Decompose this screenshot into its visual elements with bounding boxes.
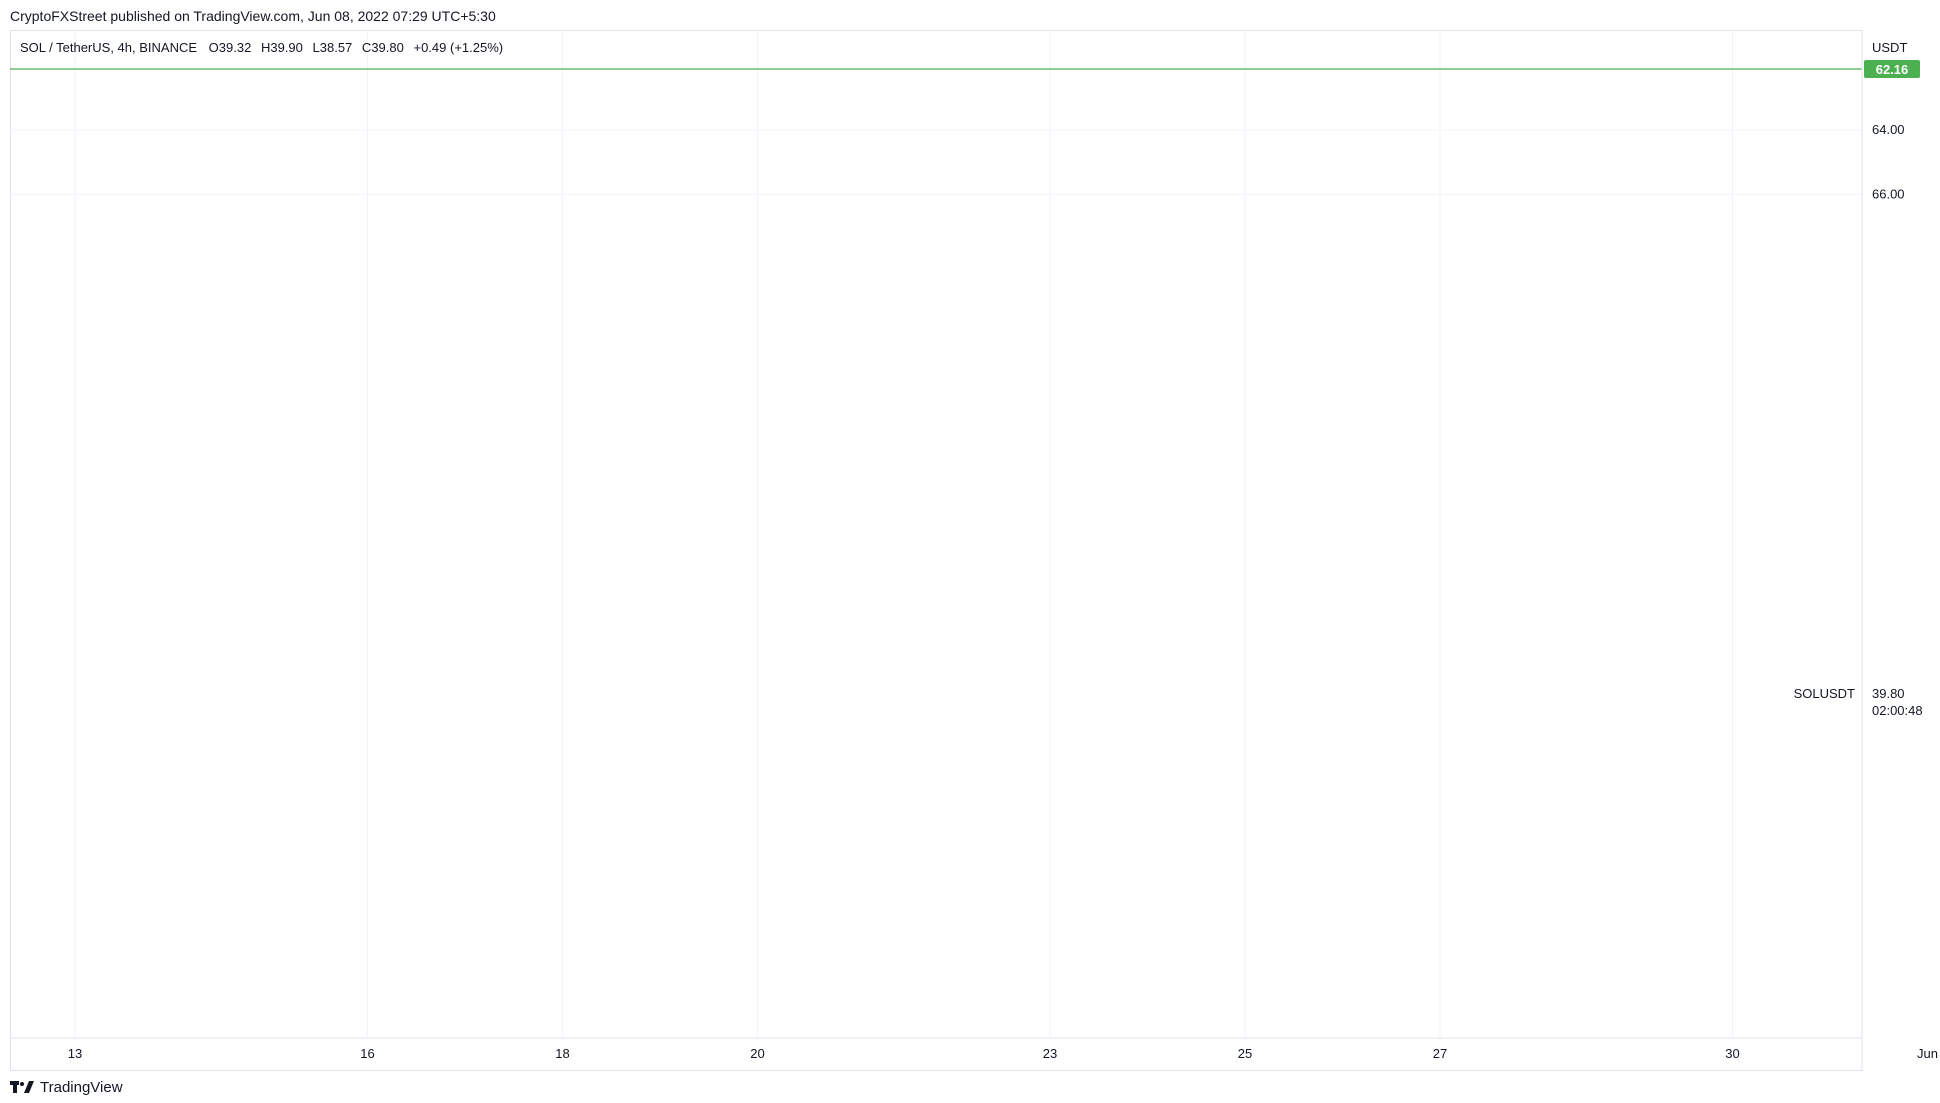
open-label: O (209, 40, 219, 55)
close-value: 39.80 (371, 40, 404, 55)
price-tick-label: 60.00 (1872, 0, 1905, 2)
top-bar: CryptoFXStreet published on TradingView.… (0, 0, 1940, 30)
close-label: C (362, 40, 371, 55)
time-tick-label: 20 (750, 1046, 764, 1061)
published-credit: CryptoFXStreet published on TradingView.… (10, 8, 496, 24)
footer: TradingView (10, 1075, 123, 1099)
current-symbol-label: SOLUSDT (1794, 686, 1855, 701)
high-label: H (261, 40, 270, 55)
current-price-label: 39.80 (1872, 686, 1905, 701)
time-tick-label: 27 (1433, 1046, 1447, 1061)
low-label: L (313, 40, 320, 55)
time-axis[interactable]: 1316182023252730Jun36810131517 (68, 1046, 1940, 1061)
currency-label: USDT (1872, 40, 1907, 55)
level-badge-label: 62.16 (1876, 62, 1909, 77)
high-value: 39.90 (270, 40, 303, 55)
time-tick-label: Jun (1917, 1046, 1938, 1061)
symbol-name: SOL / TetherUS, 4h, BINANCE (20, 40, 197, 55)
time-tick-label: 13 (68, 1046, 82, 1061)
time-tick-label: 25 (1238, 1046, 1252, 1061)
time-tick-label: 30 (1725, 1046, 1739, 1061)
price-tick-label: 64.00 (1872, 122, 1905, 137)
time-tick-label: 18 (555, 1046, 569, 1061)
level-badges: 62.1655.9748.0445.0041.2537.3731.76 (1864, 60, 1920, 78)
bar-countdown-label: 02:00:48 (1872, 703, 1923, 718)
time-tick-label: 23 (1043, 1046, 1057, 1061)
symbol-legend: SOL / TetherUS, 4h, BINANCE O39.32 H39.9… (20, 40, 503, 55)
price-axis[interactable]: 29.6530.6032.6033.8035.0036.5038.0040.00… (1872, 0, 1905, 201)
horizontal-levels: HTF ResistanceHTF Support/Resistance (10, 68, 1862, 70)
grid (10, 30, 1928, 1038)
low-value: 38.57 (320, 40, 353, 55)
tradingview-brand: TradingView (40, 1078, 123, 1096)
level-badge (1864, 60, 1920, 78)
change-value: +0.49 (+1.25%) (413, 40, 503, 55)
price-tick-label: 66.00 (1872, 186, 1905, 201)
price-axis-background (1862, 30, 1930, 1071)
open-value: 39.32 (219, 40, 252, 55)
tradingview-logo-icon (10, 1081, 34, 1093)
time-tick-label: 16 (360, 1046, 374, 1061)
